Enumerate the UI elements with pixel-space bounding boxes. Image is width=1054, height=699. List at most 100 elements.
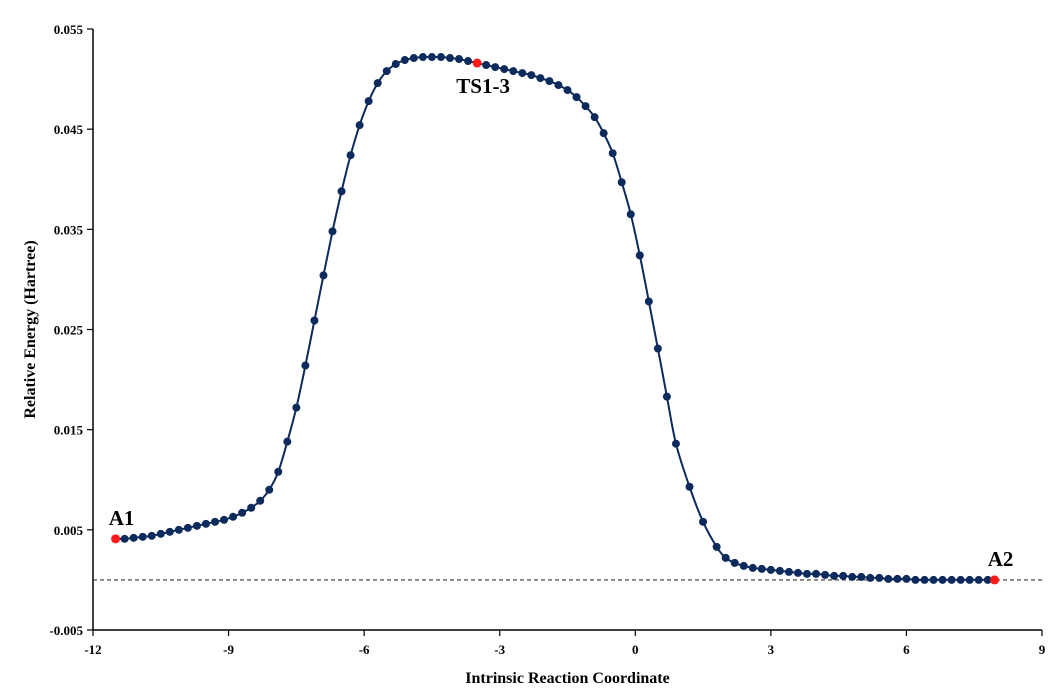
data-point (590, 113, 599, 122)
data-point (238, 508, 247, 517)
data-point (427, 53, 436, 62)
data-point (418, 53, 427, 62)
data-point (265, 485, 274, 494)
data-point (337, 187, 346, 196)
data-point (301, 361, 310, 370)
data-point (229, 512, 238, 521)
data-point (192, 521, 201, 530)
data-point (364, 97, 373, 106)
x-tick-label: 3 (768, 642, 775, 657)
x-tick-label: -9 (223, 642, 234, 657)
data-point (671, 439, 680, 448)
data-points (111, 53, 1000, 585)
y-tick-label: 0.015 (54, 423, 84, 438)
data-point (129, 533, 138, 542)
data-point (626, 210, 635, 219)
highlight-point (111, 534, 121, 544)
data-point (699, 517, 708, 526)
data-point (174, 525, 183, 534)
x-tick-label: -12 (84, 642, 101, 657)
x-tick-label: 0 (632, 642, 639, 657)
y-tick-label: 0.025 (54, 323, 84, 338)
data-point (821, 570, 830, 579)
data-point (455, 55, 464, 64)
data-point (391, 60, 400, 69)
data-point (635, 251, 644, 260)
data-point (803, 569, 812, 578)
data-point (554, 81, 563, 90)
data-point (201, 519, 210, 528)
data-point (644, 297, 653, 306)
data-point (956, 575, 965, 584)
data-point (875, 573, 884, 582)
data-point (757, 564, 766, 573)
data-point (274, 467, 283, 476)
data-point (409, 54, 418, 63)
point-label: TS1-3 (456, 74, 510, 98)
data-point (310, 316, 319, 325)
data-point (482, 61, 491, 70)
data-point (165, 527, 174, 536)
x-axis-title: Intrinsic Reaction Coordinate (465, 670, 669, 687)
data-point (563, 86, 572, 95)
data-point (947, 575, 956, 584)
data-point (893, 574, 902, 583)
data-point (138, 532, 147, 541)
data-point (848, 572, 857, 581)
highlight-point (990, 575, 1000, 585)
data-point (572, 93, 581, 102)
data-point (328, 227, 337, 236)
data-point (608, 149, 617, 158)
data-point (685, 482, 694, 491)
point-label: A2 (988, 547, 1014, 571)
data-point (509, 67, 518, 76)
data-point (147, 531, 156, 540)
data-point (464, 57, 473, 66)
x-tick-label: -3 (494, 642, 505, 657)
data-point (721, 553, 730, 562)
data-point (902, 574, 911, 583)
data-point (256, 496, 265, 505)
y-tick-label: -0.005 (49, 623, 83, 638)
data-point (830, 571, 839, 580)
y-tick-label: 0.005 (54, 523, 84, 538)
data-point (581, 102, 590, 111)
data-point (183, 523, 192, 532)
data-point (536, 74, 545, 83)
data-point (739, 561, 748, 570)
data-point (527, 71, 536, 80)
data-point (929, 575, 938, 584)
data-point (712, 542, 721, 551)
highlight-point (472, 58, 482, 68)
data-point (319, 271, 328, 280)
data-point (775, 566, 784, 575)
data-point (983, 575, 992, 584)
data-point (436, 53, 445, 62)
data-point (793, 568, 802, 577)
data-point (974, 575, 983, 584)
y-tick-label: 0.045 (54, 122, 84, 137)
data-point (545, 77, 554, 86)
data-point (382, 67, 391, 76)
data-point (120, 534, 129, 543)
data-point (211, 517, 220, 526)
data-point (400, 56, 409, 65)
data-point (730, 558, 739, 567)
data-point (748, 563, 757, 572)
data-point (866, 573, 875, 582)
data-point (156, 529, 165, 538)
data-point (617, 178, 626, 187)
data-point (812, 569, 821, 578)
data-point (784, 567, 793, 576)
data-point (857, 572, 866, 581)
data-point (839, 571, 848, 580)
data-point (884, 574, 893, 583)
data-point (500, 65, 509, 74)
data-point (965, 575, 974, 584)
point-label: A1 (109, 506, 135, 530)
data-point (491, 63, 500, 72)
point-annotations: A1 TS1-3 A2 (109, 74, 1014, 571)
